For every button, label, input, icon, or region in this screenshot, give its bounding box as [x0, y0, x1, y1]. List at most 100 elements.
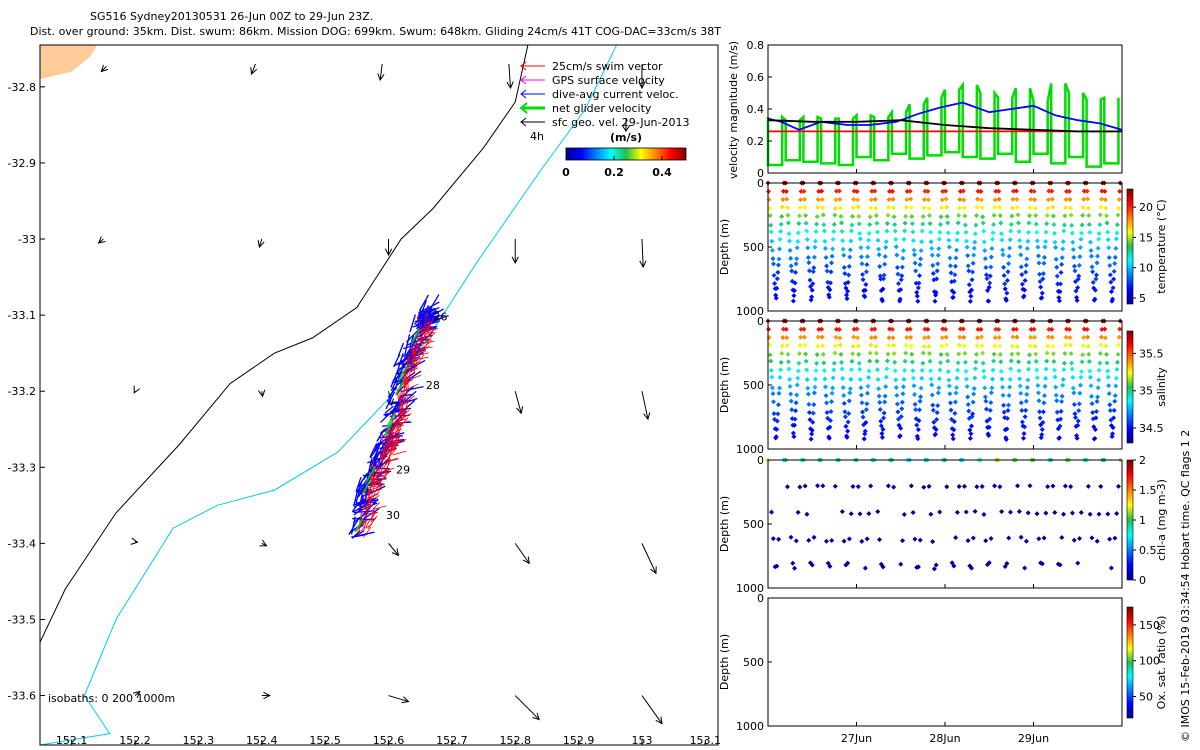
- data-point: [789, 268, 795, 274]
- data-point: [796, 213, 802, 219]
- data-point: [839, 359, 845, 365]
- data-point: [1044, 221, 1050, 227]
- data-point: [1086, 212, 1092, 218]
- data-point: [1027, 352, 1033, 358]
- data-point: [1116, 334, 1122, 340]
- data-point: [974, 204, 980, 210]
- data-point: [1080, 352, 1086, 358]
- data-point: [952, 410, 958, 416]
- data-point: [1016, 220, 1022, 226]
- data-point: [1010, 188, 1016, 194]
- data-point: [1105, 368, 1111, 374]
- data-point: [1064, 188, 1070, 194]
- data-point: [1000, 392, 1006, 398]
- data-point: [850, 343, 856, 349]
- data-point: [909, 359, 915, 365]
- data-point: [904, 197, 910, 203]
- data-point: [908, 343, 914, 349]
- data-point: [801, 326, 807, 332]
- data-point: [947, 255, 953, 261]
- dac-vector: [367, 457, 382, 464]
- data-point: [962, 350, 968, 356]
- data-point: [1054, 398, 1060, 404]
- data-point: [949, 560, 955, 566]
- data-point: [946, 244, 952, 250]
- data-point: [1053, 384, 1059, 390]
- data-point: [1062, 351, 1068, 357]
- data-point: [859, 400, 865, 406]
- data-point: [936, 376, 942, 382]
- data-point: [894, 392, 900, 398]
- data-point: [932, 298, 938, 304]
- data-point: [1035, 390, 1041, 396]
- data-point: [809, 562, 815, 568]
- data-point: [880, 426, 886, 432]
- dac-vector: [420, 310, 439, 323]
- data-point: [1049, 188, 1055, 194]
- data-point: [901, 376, 907, 382]
- data-point: [918, 385, 924, 391]
- data-point: [1064, 326, 1070, 332]
- data-point: [863, 419, 869, 425]
- data-point: [770, 261, 776, 267]
- swim-vector: [392, 442, 398, 451]
- dac-vector: [385, 391, 396, 410]
- colorbar-tick-label: 5: [1139, 292, 1146, 305]
- data-point: [1061, 367, 1067, 373]
- dac-vector: [404, 334, 411, 356]
- data-point: [1037, 415, 1043, 421]
- data-point: [913, 268, 919, 274]
- data-point: [934, 416, 940, 422]
- data-point: [1003, 436, 1009, 442]
- dac-vector: [375, 438, 382, 458]
- data-point: [1098, 484, 1104, 490]
- data-point: [998, 231, 1004, 237]
- data-point: [1081, 196, 1087, 202]
- data-point: [829, 260, 835, 266]
- data-point: [1013, 188, 1019, 194]
- data-point: [898, 287, 904, 293]
- data-point: [862, 565, 868, 571]
- data-point: [914, 422, 920, 428]
- data-point: [944, 214, 950, 220]
- track-date-label: 28: [426, 379, 440, 392]
- data-point: [946, 377, 952, 383]
- lon-tick-label: 153: [631, 734, 652, 747]
- swim-vector: [362, 526, 372, 538]
- dac-vector: [353, 489, 359, 506]
- velocity-ylabel: velocity magnitude (m/s): [727, 41, 740, 179]
- legend-dac-marker: [520, 89, 545, 99]
- data-point: [895, 409, 901, 415]
- data-point: [783, 326, 789, 332]
- data-point: [921, 335, 927, 341]
- data-point: [883, 239, 889, 245]
- data-point: [889, 188, 895, 194]
- data-point: [1035, 244, 1041, 250]
- data-point: [829, 399, 835, 405]
- data-point: [1016, 509, 1022, 515]
- isobath-200m-line: [40, 45, 529, 643]
- data-point: [842, 270, 848, 276]
- data-point: [979, 483, 985, 489]
- data-point: [998, 368, 1004, 374]
- swim-vector: [374, 494, 380, 499]
- data-point: [779, 343, 785, 349]
- data-point: [839, 509, 845, 515]
- data-point: [1017, 244, 1023, 250]
- data-point: [838, 351, 844, 357]
- sfc-geo-vector: [97, 236, 106, 244]
- data-point: [1084, 326, 1090, 332]
- data-point: [822, 238, 828, 244]
- velocity-y-axis: 0 0.2 0.4 0.6 0.8: [747, 39, 772, 180]
- data-point: [1018, 534, 1024, 540]
- data-point: [830, 375, 836, 381]
- speed-colorbar-tick-label: 0: [562, 166, 570, 179]
- data-point: [925, 326, 931, 332]
- data-point: [873, 205, 879, 211]
- data-point: [864, 536, 870, 542]
- dac-vector: [390, 379, 398, 391]
- data-point: [819, 326, 825, 332]
- data-point: [1087, 239, 1093, 245]
- data-point: [899, 406, 905, 412]
- data-point: [926, 483, 932, 489]
